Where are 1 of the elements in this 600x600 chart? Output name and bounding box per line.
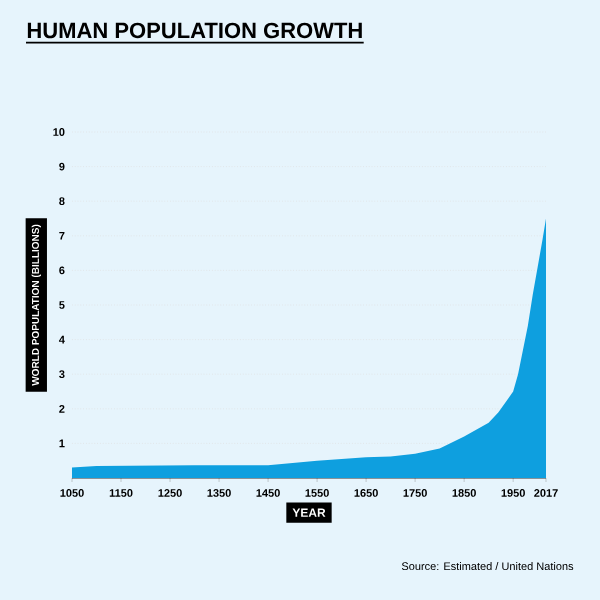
chart-title: HUMAN POPULATION GROWTH <box>27 22 362 39</box>
